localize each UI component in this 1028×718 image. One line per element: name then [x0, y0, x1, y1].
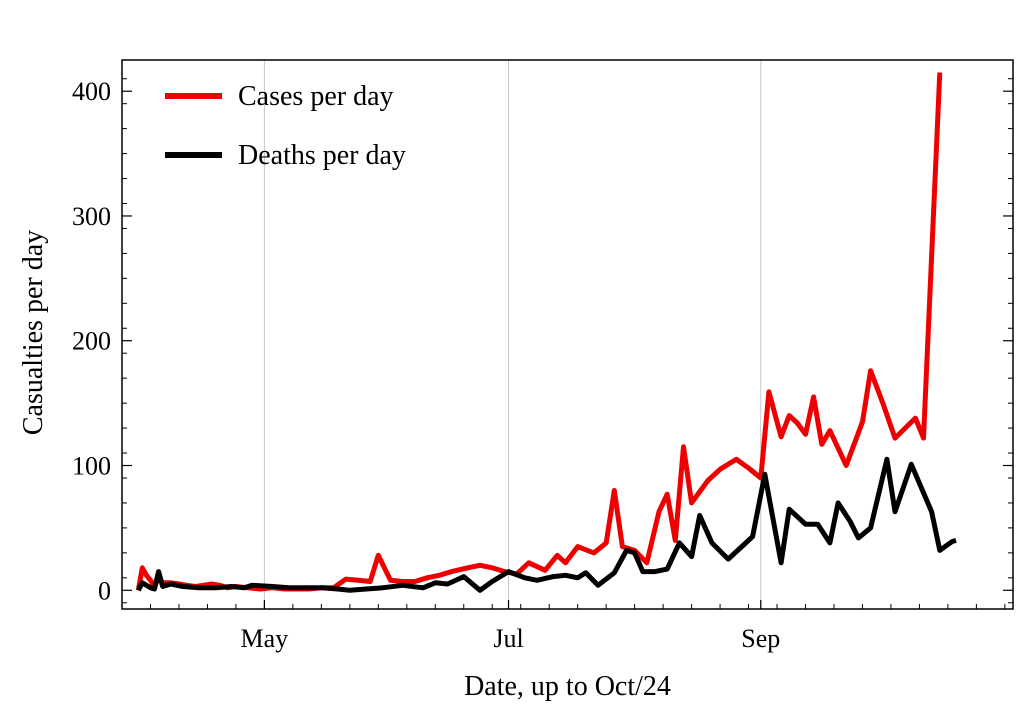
x-tick-label: Sep	[741, 624, 780, 653]
plot-frame	[121, 59, 1014, 610]
y-tick-label: 200	[72, 327, 111, 356]
grid-lines	[263, 60, 762, 609]
axis-tick-labels: May Jul Sep 0 100 200 300 400	[72, 77, 780, 653]
legend-label-deaths: Deaths per day	[238, 140, 406, 171]
y-tick-label: 400	[72, 77, 111, 106]
y-tick-label: 100	[72, 452, 111, 481]
x-tick-label: May	[241, 624, 289, 653]
legend-label-cases: Cases per day	[238, 81, 394, 112]
x-axis-title: Date, up to Oct/24	[464, 671, 671, 702]
data-series	[135, 72, 957, 593]
y-tick-label: 300	[72, 202, 111, 231]
series-deaths-line	[136, 456, 957, 593]
x-tick-label: Jul	[493, 624, 523, 653]
y-axis-title: Casualties per day	[18, 230, 49, 435]
y-tick-label: 0	[98, 576, 111, 605]
legend: Cases per day Deaths per day	[165, 81, 406, 171]
axis-ticks	[122, 78, 1013, 609]
